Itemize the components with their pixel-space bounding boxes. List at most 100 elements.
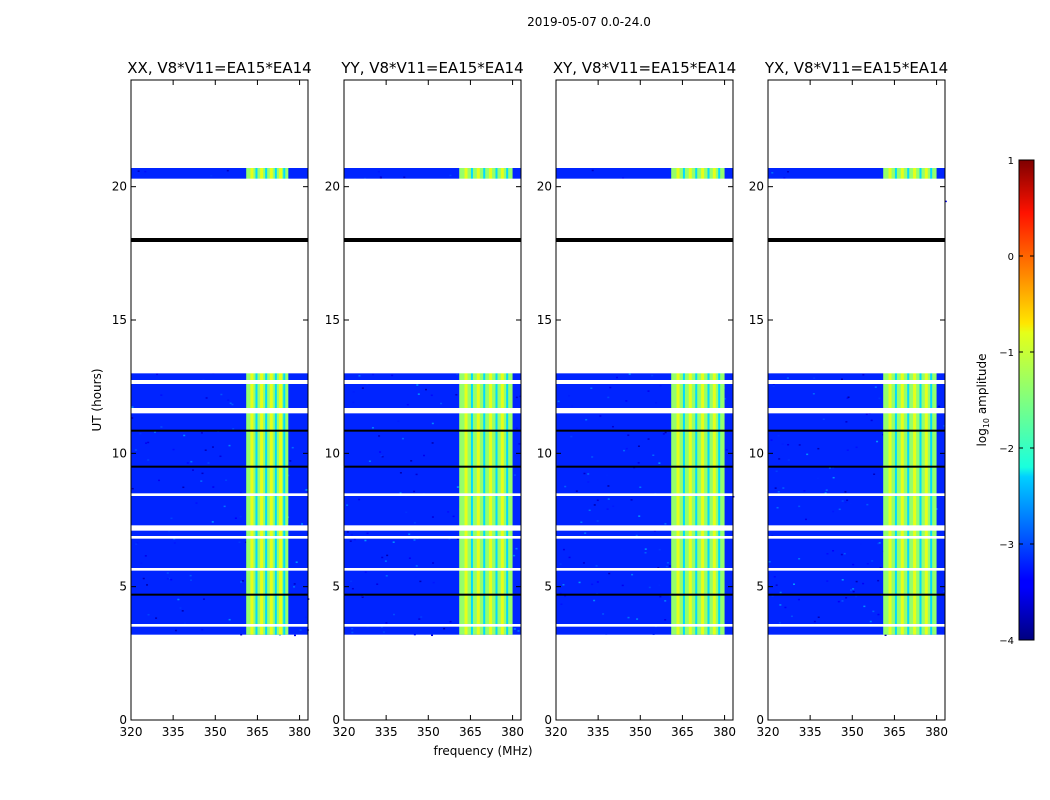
noise-cell [786,377,789,379]
noise-cell [580,521,583,524]
noise-cell [408,557,411,559]
gap [556,408,733,414]
noise-cell [862,582,865,585]
x-tick-label: 365 [246,725,269,739]
noise-cell [413,633,416,636]
noise-cell [647,390,650,392]
noise-cell [852,563,855,566]
noise-cell [155,617,158,619]
noise-cell [560,603,563,606]
panel-title: YX, V8*V11=EA15*EA14 [764,59,948,77]
band-stripe [495,168,498,635]
panels: XX, V8*V11=EA15*EA14 320 335 350 365 380 0 5 10 1… [112,59,948,739]
noise-cell [609,386,612,389]
panel-frame [343,79,522,721]
noise-cell [230,391,233,393]
noise-cell [607,498,610,500]
gap [344,178,521,374]
x-tick-label: 380 [288,725,311,739]
noise-cell [346,531,349,533]
y-tick-label: 15 [537,313,552,327]
noise-cell [371,427,374,429]
band-stripe [682,168,685,635]
noise-cell [239,491,242,494]
noise-cell [644,548,647,550]
noise-cell [513,554,516,557]
noise-cell [584,532,587,534]
flag-line [768,429,945,432]
y-tick-label: 10 [537,446,552,460]
noise-cell [872,610,875,613]
noise-cell [385,622,388,624]
noise-cell [846,449,849,451]
noise-cell [557,400,560,403]
band-bright-stripe [913,168,917,635]
y-axis-label: UT (hours) [90,368,104,431]
gap [768,536,945,539]
noise-cell [832,550,835,552]
noise-cell [578,581,581,584]
x-tick-label: 380 [925,725,948,739]
noise-cell [397,420,400,423]
noise-cell [813,620,816,623]
noise-cell [623,449,626,452]
noise-cell [817,616,820,619]
noise-cell [605,474,608,476]
colorbar-label: log10 amplitude [975,354,991,447]
noise-cell [380,454,383,457]
y-tick-label: 20 [749,180,764,194]
band-bright-stripe [500,168,504,635]
noise-cell [666,562,669,564]
gap [344,568,521,571]
noise-cell [874,386,877,388]
y-tick-label: 0 [544,713,552,727]
noise-cell [775,584,778,586]
noise-cell [167,530,170,533]
noise-cell [779,591,782,594]
gap [768,408,945,414]
gap [131,178,308,374]
noise-cell [870,419,873,422]
noise-cell [295,561,298,563]
noise-cell [366,532,369,535]
x-tick-label: 320 [120,725,143,739]
noise-cell [571,405,574,407]
noise-cell [593,599,596,602]
noise-cell [635,534,638,537]
x-tick-label: 335 [162,725,185,739]
noise-cell [226,169,229,172]
noise-cell [200,432,203,434]
noise-cell [228,444,231,447]
noise-cell [147,613,150,616]
noise-cell [846,499,849,502]
noise-cell [845,421,848,423]
noise-cell [227,399,230,401]
noise-cell [616,376,619,379]
noise-cell [351,628,354,630]
noise-cell [166,572,169,574]
noise-cell [813,377,816,379]
noise-cell [449,174,452,177]
noise-cell [131,417,134,419]
noise-cell [841,500,844,502]
noise-cell [852,590,855,593]
noise-cell [147,459,150,461]
noise-cell [639,486,642,489]
noise-cell [219,455,222,458]
x-tick-label: 380 [713,725,736,739]
band-stripe [255,168,258,635]
noise-cell [401,437,404,440]
flag-line [556,238,733,242]
noise-cell [786,170,789,173]
noise-cell [403,176,406,178]
noise-cell [570,435,573,438]
noise-cell [638,515,641,517]
noise-cell [183,622,186,625]
noise-cell [447,511,450,513]
noise-cell [431,516,434,518]
noise-cell [519,395,522,398]
gap [344,408,521,414]
colorbar-tick-label: 1 [1008,156,1014,167]
noise-cell [787,459,790,461]
noise-cell [599,415,602,417]
